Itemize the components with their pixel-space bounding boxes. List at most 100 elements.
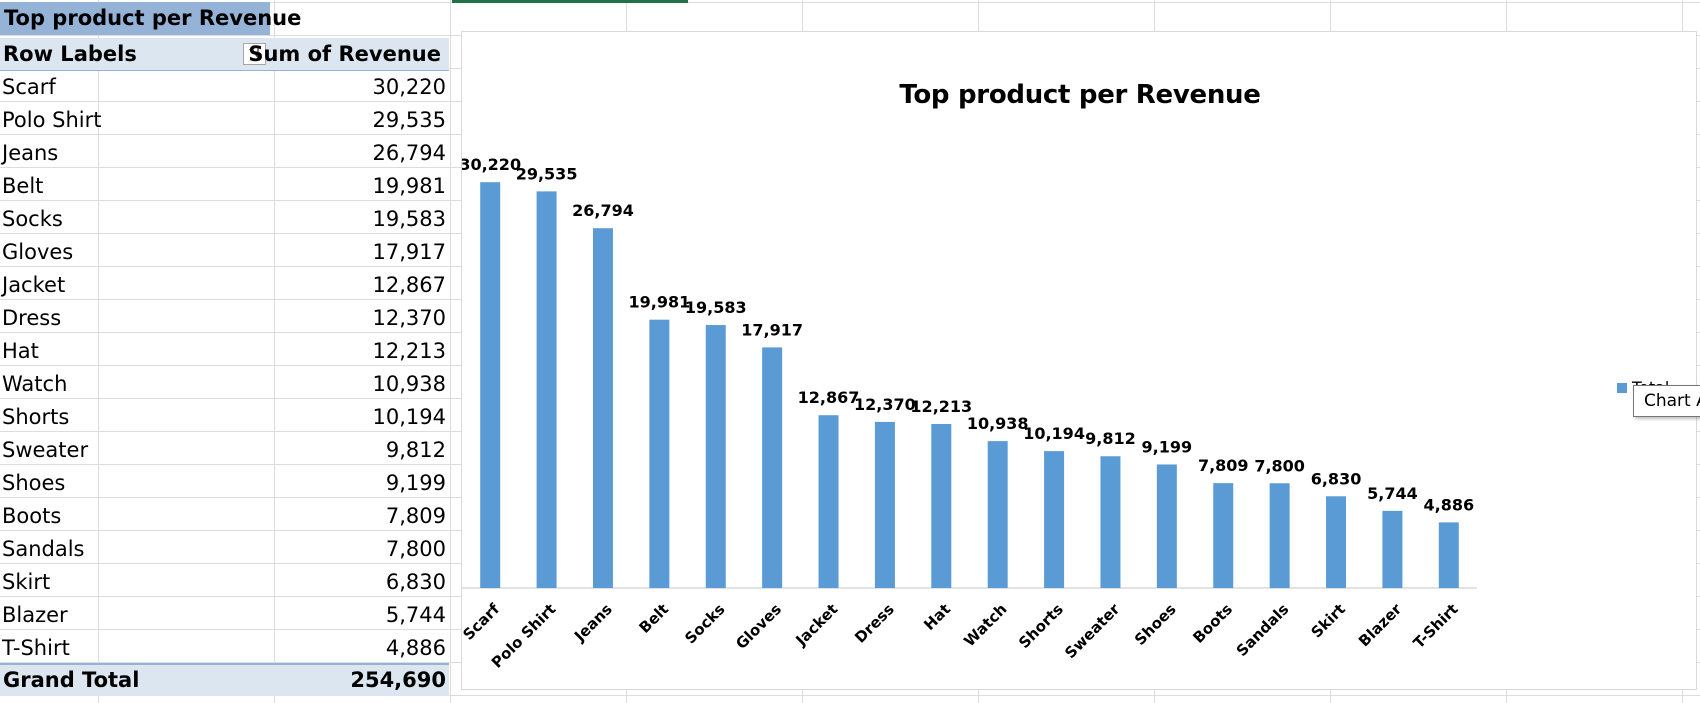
bar-watch[interactable]	[987, 441, 1008, 588]
bar-boots[interactable]	[1213, 483, 1234, 588]
chart-area[interactable]: Top product per Revenue 30,220 Scarf 29,53…	[461, 31, 1697, 690]
data-label[interactable]: 7,809	[1198, 456, 1249, 475]
x-tick-label[interactable]: Jeans	[570, 600, 616, 646]
bar-jeans[interactable]	[592, 228, 613, 588]
x-tick-label[interactable]: Sandals	[1233, 600, 1293, 660]
bar-gloves[interactable]	[762, 347, 783, 588]
pivot-row[interactable]: T-Shirt 4,886	[0, 632, 449, 665]
pivot-header-row[interactable]: Row Labels Sum of Revenue	[0, 38, 449, 71]
data-label[interactable]: 19,981	[628, 293, 690, 312]
x-tick-label[interactable]: T-Shirt	[1410, 600, 1462, 652]
pivot-row-value: 30,220	[372, 75, 446, 99]
data-label[interactable]: 17,917	[741, 320, 803, 339]
data-label[interactable]: 10,938	[967, 414, 1029, 433]
x-tick-label[interactable]: Hat	[920, 600, 954, 634]
sum-of-revenue-header[interactable]: Sum of Revenue	[248, 42, 441, 66]
bar-shoes[interactable]	[1156, 464, 1177, 588]
pivot-row-value: 9,199	[385, 471, 446, 495]
data-label[interactable]: 5,744	[1367, 484, 1418, 503]
pivot-row[interactable]: Scarf 30,220	[0, 71, 449, 104]
sort-filter-button[interactable]	[243, 43, 266, 65]
pivot-title[interactable]: Top product per Revenue	[0, 2, 301, 35]
data-label[interactable]: 19,583	[685, 298, 747, 317]
pivot-row-value: 7,800	[385, 537, 446, 561]
pivot-row[interactable]: Boots 7,809	[0, 500, 449, 533]
data-label[interactable]: 9,199	[1142, 437, 1193, 456]
pivot-row-value: 29,535	[372, 108, 446, 132]
grand-total-row[interactable]: Grand Total 254,690	[0, 663, 449, 696]
data-label[interactable]: 12,867	[798, 388, 860, 407]
pivot-row-label: Boots	[2, 504, 62, 528]
x-tick-label[interactable]: Sweater	[1061, 600, 1123, 662]
pivot-row[interactable]: Jeans 26,794	[0, 137, 449, 170]
pivot-row-label: Sweater	[2, 438, 89, 462]
pivot-row-value: 26,794	[372, 141, 446, 165]
pivot-row[interactable]: Shoes 9,199	[0, 467, 449, 500]
bar-skirt[interactable]	[1326, 496, 1347, 588]
grand-total-label: Grand Total	[3, 668, 140, 692]
data-label[interactable]: 7,800	[1254, 456, 1305, 475]
legend-swatch	[1617, 382, 1627, 393]
bar-dress[interactable]	[874, 421, 895, 588]
x-tick-label[interactable]: Socks	[681, 600, 728, 647]
pivot-row-value: 12,213	[372, 339, 446, 363]
pivot-row[interactable]: Belt 19,981	[0, 170, 449, 203]
x-tick-label[interactable]: Scarf	[462, 600, 503, 644]
bar-shorts[interactable]	[1044, 451, 1065, 588]
data-label[interactable]: 26,794	[572, 201, 634, 220]
pivot-row-value: 17,917	[372, 240, 446, 264]
x-tick-label[interactable]: Belt	[635, 600, 672, 637]
bar-scarf[interactable]	[480, 182, 501, 588]
data-label[interactable]: 9,812	[1085, 429, 1136, 448]
pivot-row-label: Watch	[2, 372, 68, 396]
bar-t-shirt[interactable]	[1438, 522, 1459, 588]
pivot-row[interactable]: Gloves 17,917	[0, 236, 449, 269]
pivot-row[interactable]: Shorts 10,194	[0, 401, 449, 434]
bar-belt[interactable]	[649, 319, 670, 588]
bar-hat[interactable]	[931, 423, 952, 588]
row-labels-header[interactable]: Row Labels	[3, 42, 137, 66]
bar-socks[interactable]	[705, 325, 726, 588]
data-label[interactable]: 10,194	[1023, 424, 1085, 443]
pivot-row[interactable]: Hat 12,213	[0, 335, 449, 368]
pivot-row[interactable]: Skirt 6,830	[0, 566, 449, 599]
bar-sandals[interactable]	[1269, 483, 1290, 588]
x-tick-label[interactable]: Blazer	[1355, 600, 1406, 651]
x-tick-label[interactable]: Skirt	[1307, 600, 1348, 641]
pivot-row-label: Dress	[2, 306, 62, 330]
pivot-row[interactable]: Blazer 5,744	[0, 599, 449, 632]
data-label[interactable]: 4,886	[1424, 495, 1475, 514]
pivot-row[interactable]: Polo Shirt 29,535	[0, 104, 449, 137]
pivot-row-value: 9,812	[385, 438, 446, 462]
bar-blazer[interactable]	[1382, 510, 1403, 588]
bar-jacket[interactable]	[818, 415, 839, 588]
pivot-row[interactable]: Socks 19,583	[0, 203, 449, 236]
x-tick-label[interactable]: Jacket	[791, 600, 841, 650]
pivot-row[interactable]: Watch 10,938	[0, 368, 449, 401]
data-label[interactable]: 6,830	[1311, 469, 1362, 488]
pivot-row-label: Belt	[2, 174, 44, 198]
pivot-row[interactable]: Jacket 12,867	[0, 269, 449, 302]
data-label[interactable]: 12,213	[910, 397, 972, 416]
grand-total-value: 254,690	[350, 668, 446, 692]
pivot-row-value: 12,867	[372, 273, 446, 297]
bar-sweater[interactable]	[1100, 456, 1121, 588]
x-tick-label[interactable]: Gloves	[732, 600, 785, 653]
data-label[interactable]: 30,220	[462, 155, 521, 174]
bar-polo-shirt[interactable]	[536, 191, 557, 588]
chart-title[interactable]: Top product per Revenue	[899, 80, 1261, 110]
data-label[interactable]: 12,370	[854, 395, 916, 414]
x-tick-label[interactable]: Watch	[960, 600, 1010, 650]
x-tick-label[interactable]: Shoes	[1131, 600, 1180, 649]
pivot-row[interactable]: Sweater 9,812	[0, 434, 449, 467]
pivot-row-value: 12,370	[372, 306, 446, 330]
x-tick-label[interactable]: Dress	[851, 600, 898, 647]
pivot-row-label: Socks	[2, 207, 63, 231]
pivot-row-label: Blazer	[2, 603, 68, 627]
x-tick-label[interactable]: Shorts	[1015, 600, 1067, 652]
pivot-row[interactable]: Sandals 7,800	[0, 533, 449, 566]
x-tick-label[interactable]: Boots	[1189, 600, 1236, 647]
pivot-row[interactable]: Dress 12,370	[0, 302, 449, 335]
data-label[interactable]: 29,535	[516, 164, 578, 183]
